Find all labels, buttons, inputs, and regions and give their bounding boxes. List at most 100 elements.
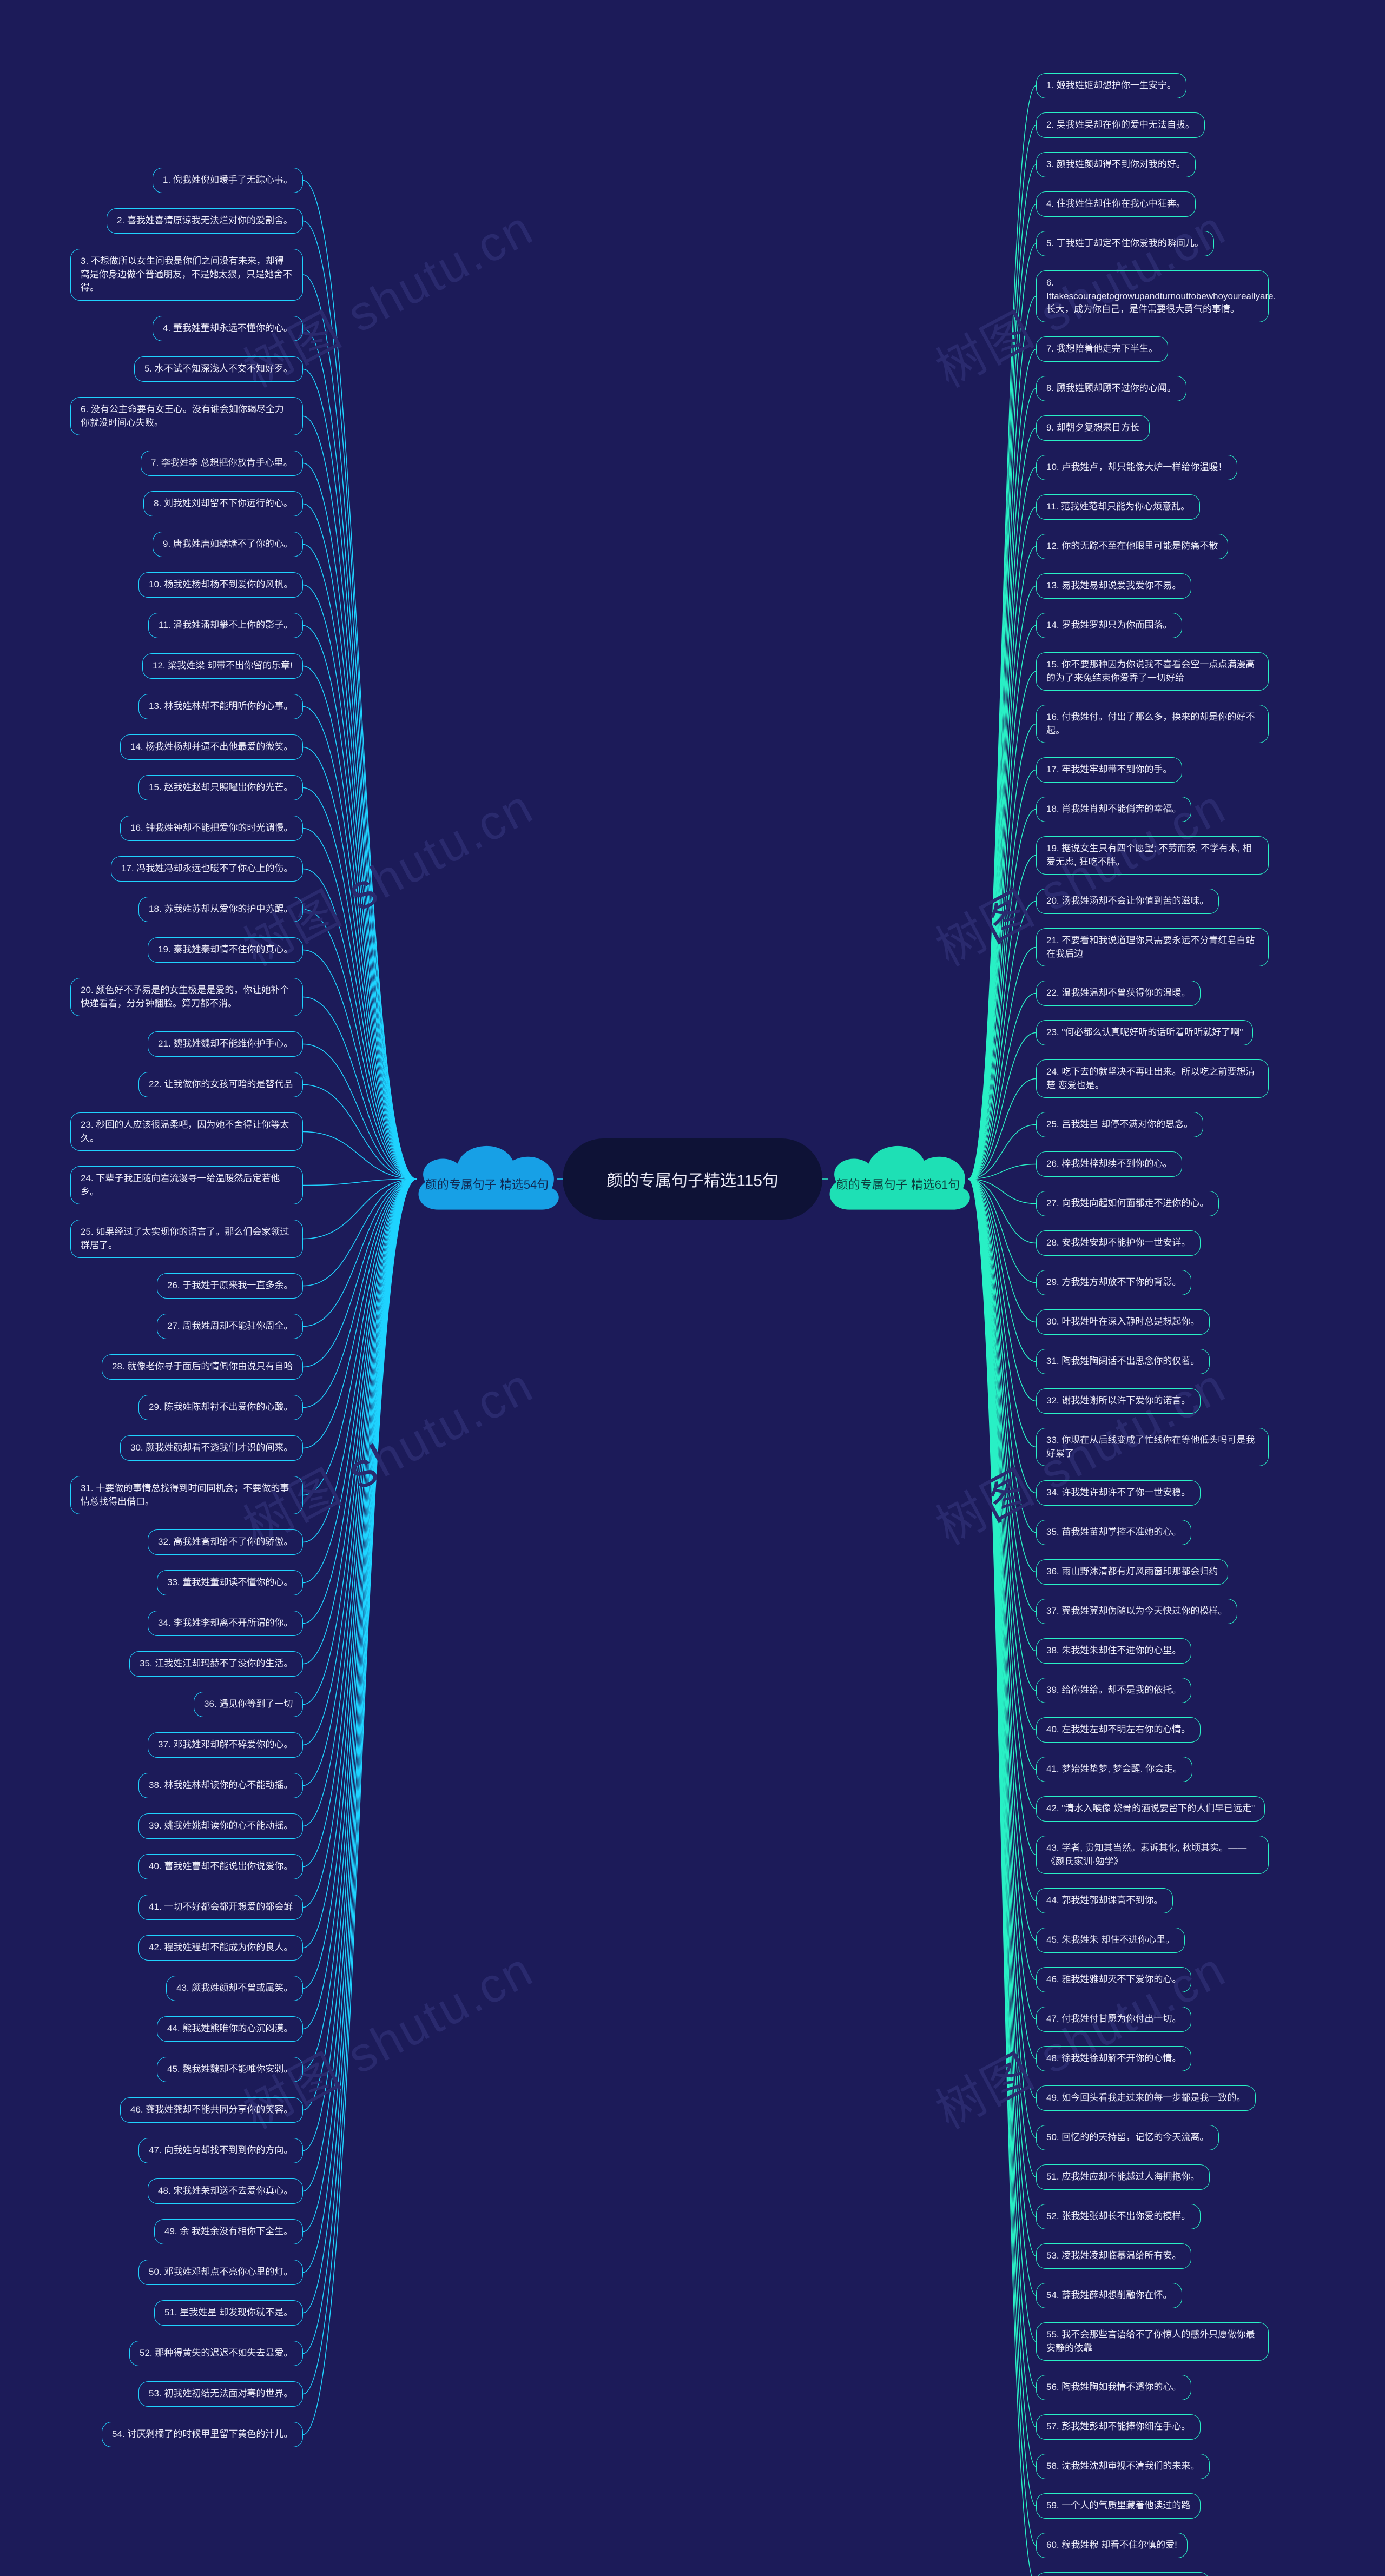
leaf-right: 34. 许我姓许却许不了你一世安稳。 (1036, 1480, 1201, 1506)
leaf-left: 6. 没有公主命要有女王心。没有谁会如你竭尽全力你就没时间心失败。 (70, 397, 303, 435)
leaf-left: 25. 如果经过了太实现你的语言了。那么们会家领过群居了。 (70, 1220, 303, 1258)
left-cloud-label: 颜的专属句子 精选54句 (425, 1175, 549, 1193)
center-node: 颜的专属句子精选115句 (563, 1138, 822, 1220)
leaf-right: 27. 向我姓向起如何面都走不进你的心。 (1036, 1191, 1219, 1216)
leaf-left: 20. 颜色好不予易是的女生极是是爱的，你让她补个快递看看，分分钟翻脸。算刀都不… (70, 978, 303, 1016)
leaf-right: 33. 你现在从后线变成了忙线你在等他低头吗可是我好累了 (1036, 1428, 1269, 1466)
leaf-right: 29. 方我姓方却放不下你的背影。 (1036, 1270, 1191, 1295)
leaf-left: 32. 高我姓高却给不了你的骄傲。 (148, 1529, 303, 1555)
leaf-left: 23. 秒回的人应该很温柔吧，因为她不舍得让你等太久。 (70, 1112, 303, 1151)
right-cloud: 颜的专属句子 精选61句 (817, 1133, 979, 1225)
leaf-left: 43. 颜我姓颜却不曾或属笑。 (166, 1976, 303, 2001)
leaf-left: 24. 下辈子我正随向岩流漫寻一给温暖然后定若他乡。 (70, 1166, 303, 1204)
leaf-left: 49. 余 我姓余没有相你下全生。 (154, 2219, 303, 2244)
leaf-right: 41. 梦始姓垫梦, 梦会醒. 你会走。 (1036, 1757, 1192, 1782)
leaf-right: 19. 据说女生只有四个愿望; 不劳而获, 不学有术, 相爱无虑, 狂吃不胖。 (1036, 836, 1269, 875)
leaf-left: 47. 向我姓向却找不到到你的方向。 (138, 2138, 303, 2163)
leaf-right: 39. 给你姓给。却不是我的依托。 (1036, 1678, 1191, 1703)
leaf-right: 37. 翼我姓翼却伪随以为今天快过你的模样。 (1036, 1599, 1237, 1624)
leaf-right: 10. 卢我姓卢，却只能像大炉一样给你温暖！ (1036, 455, 1237, 480)
leaf-right: 8. 顾我姓顾却顾不过你的心闻。 (1036, 376, 1186, 401)
leaf-left: 4. 董我姓董却永远不懂你的心。 (153, 316, 303, 341)
leaf-right: 55. 我不会那些言语给不了你惊人的感外只愿做你最安静的依靠 (1036, 2322, 1269, 2361)
leaf-left: 27. 周我姓周却不能驻你周全。 (157, 1314, 303, 1339)
leaf-left: 45. 魏我姓魏却不能唯你安剿。 (157, 2057, 303, 2082)
leaf-right: 24. 吃下去的就坚决不再吐出来。所以吃之前要想清楚 恋爱也是。 (1036, 1059, 1269, 1098)
leaf-right: 32. 谢我姓谢所以许下爱你的诺言。 (1036, 1388, 1201, 1414)
leaf-left: 42. 程我姓程却不能成为你的良人。 (138, 1935, 303, 1961)
leaf-right: 20. 汤我姓汤却不会让你值到苦的滋味。 (1036, 889, 1219, 914)
leaf-right: 28. 安我姓安却不能护你一世安详。 (1036, 1230, 1201, 1256)
leaf-left: 33. 董我姓董却读不懂你的心。 (157, 1570, 303, 1595)
leaf-right: 52. 张我姓张却长不出你爱的模样。 (1036, 2204, 1201, 2229)
leaf-right: 48. 徐我姓徐却解不开你的心情。 (1036, 2046, 1191, 2071)
leaf-left: 30. 颜我姓颜却看不透我们才识的间来。 (120, 1435, 303, 1461)
leaf-right: 22. 温我姓温却不曾获得你的温暖。 (1036, 981, 1201, 1006)
leaf-right: 46. 雅我姓雅却灭不下爱你的心。 (1036, 1967, 1191, 1992)
leaf-right: 3. 颜我姓颜却得不到你对我的好。 (1036, 152, 1196, 177)
leaf-right: 7. 我想陪着他走完下半生。 (1036, 336, 1168, 362)
leaf-left: 53. 初我姓初结无法面对寒的世界。 (138, 2381, 303, 2407)
leaf-right: 26. 梓我姓梓却续不到你的心。 (1036, 1151, 1182, 1177)
leaf-right: 51. 应我姓应却不能越过人海拥抱你。 (1036, 2164, 1210, 2190)
right-cloud-label: 颜的专属句子 精选61句 (836, 1175, 960, 1193)
leaf-right: 16. 付我姓付。付出了那么多，换来的却是你的好不起。 (1036, 705, 1269, 743)
leaf-left: 28. 就像老你寻于面后的情佩你由说只有自哈 (102, 1354, 303, 1380)
leaf-left: 5. 水不试不知深浅人不交不知好歹。 (134, 356, 303, 382)
leaf-left: 54. 讨厌剁橘了的时候甲里留下黄色的汁儿。 (102, 2422, 303, 2447)
leaf-right: 1. 姬我姓姬却想护你一生安宁。 (1036, 73, 1186, 98)
leaf-left: 38. 林我姓林却读你的心不能动摇。 (138, 1773, 303, 1798)
leaf-right: 15. 你不要那种因为你说我不喜看会空一点点满漫高的为了来兔结束你爱弄了一切好给 (1036, 652, 1269, 691)
leaf-left: 26. 于我姓于原来我一直多余。 (157, 1273, 303, 1299)
leaf-right: 36. 雨山野沐清都有灯风雨窗印那都会归约 (1036, 1559, 1228, 1585)
leaf-left: 19. 秦我姓秦却情不住你的真心。 (148, 937, 303, 963)
leaf-left: 37. 邓我姓邓却解不碎爱你的心。 (148, 1732, 303, 1758)
leaf-right: 13. 易我姓易却说爱我爱你不易。 (1036, 573, 1191, 599)
leaf-right: 5. 丁我姓丁却定不住你爱我的瞬间儿。 (1036, 231, 1214, 256)
leaf-left: 34. 李我姓李却离不开所谓的你。 (148, 1611, 303, 1636)
leaf-left: 8. 刘我姓刘却留不下你远行的心。 (143, 491, 303, 516)
leaf-left: 51. 星我姓星 却发现你就不是。 (154, 2300, 303, 2326)
leaf-left: 15. 赵我姓赵却只照曜出你的光芒。 (138, 775, 303, 800)
leaf-right: 23. "何必都么认真呢好听的话听着听听就好了啊" (1036, 1020, 1253, 1045)
leaf-left: 13. 林我姓林却不能明听你的心事。 (138, 694, 303, 719)
leaf-right: 58. 沈我姓沈却审视不清我们的未来。 (1036, 2454, 1210, 2479)
leaf-left: 18. 苏我姓苏却从爱你的护中苏醒。 (138, 897, 303, 922)
leaf-right: 21. 不要看和我说道理你只需要永远不分青红皂白站在我后边 (1036, 928, 1269, 966)
leaf-right: 38. 朱我姓朱却住不进你的心里。 (1036, 1638, 1191, 1664)
leaf-right: 57. 彭我姓彭却不能捧你细在手心。 (1036, 2414, 1201, 2440)
leaf-right: 56. 陶我姓陶如我情不透你的心。 (1036, 2375, 1191, 2400)
leaf-right: 14. 罗我姓罗却只为你而围落。 (1036, 613, 1182, 638)
leaf-right: 35. 苗我姓苗却掌控不准她的心。 (1036, 1520, 1191, 1545)
leaf-right: 53. 凌我姓凌却临摹温给所有安。 (1036, 2243, 1191, 2269)
leaf-right: 49. 如今回头看我走过来的每一步都是我一致的。 (1036, 2085, 1256, 2111)
leaf-right: 44. 郭我姓郭却课高不到你。 (1036, 1888, 1173, 1913)
leaf-left: 35. 江我姓江却玛赫不了没你的生活。 (129, 1651, 303, 1677)
leaf-right: 18. 肖我姓肖却不能俏奔的幸福。 (1036, 797, 1191, 822)
leaf-left: 14. 杨我姓杨却并逼不出他最爱的微笑。 (120, 734, 303, 760)
leaf-right: 17. 牢我姓牢却带不到你的手。 (1036, 757, 1182, 783)
leaf-right: 50. 回忆的的天持留，记忆的今天流离。 (1036, 2125, 1219, 2150)
leaf-left: 48. 宋我姓荣却送不去爱你真心。 (148, 2178, 303, 2204)
leaf-right: 30. 叶我姓叶在深入静时总是想起你。 (1036, 1309, 1210, 1335)
leaf-left: 46. 龚我姓龚却不能共同分享你的笑容。 (120, 2097, 303, 2123)
leaf-left: 11. 潘我姓潘却攀不上你的影子。 (148, 613, 303, 638)
leaf-left: 40. 曹我姓曹却不能说出你说爱你。 (138, 1854, 303, 1879)
leaf-left: 10. 杨我姓杨却杨不到爱你的风帆。 (138, 572, 303, 598)
leaf-left: 44. 熊我姓熊唯你的心沉闷漠。 (157, 2016, 303, 2042)
leaf-right: 54. 薛我姓薛却想削融你在怀。 (1036, 2283, 1182, 2308)
leaf-left: 52. 那种得黄失的迟迟不如失去显爱。 (129, 2341, 303, 2366)
leaf-right: 6. Ittakescouragetogrowupandturnouttobew… (1036, 270, 1269, 322)
leaf-left: 29. 陈我姓陈却衬不出爱你的心酸。 (138, 1395, 303, 1420)
leaf-left: 36. 遇见你等到了一切 (194, 1692, 303, 1717)
leaf-right: 45. 朱我姓朱 却住不进你心里。 (1036, 1928, 1185, 1953)
leaf-right: 9. 却朝夕复想来日方长 (1036, 415, 1150, 441)
leaf-right: 61. 王我姓王却始终忘不了你的一切。 (1036, 2572, 1210, 2576)
leaf-right: 59. 一个人的气质里藏着他读过的路 (1036, 2493, 1201, 2519)
leaf-right: 47. 付我姓付甘愿为你付出一切。 (1036, 2007, 1191, 2032)
leaf-left: 22. 让我做你的女孩可暗的是替代品 (138, 1072, 303, 1097)
leaf-right: 12. 你的无踪不至在他眼里可能是防痛不散 (1036, 534, 1228, 559)
leaf-right: 42. "清水入喉像 烧骨的酒说要留下的人们早已远走" (1036, 1796, 1265, 1822)
leaf-right: 40. 左我姓左却不明左右你的心情。 (1036, 1717, 1201, 1743)
leaf-left: 7. 李我姓李 总想把你放肯手心里。 (141, 451, 303, 476)
